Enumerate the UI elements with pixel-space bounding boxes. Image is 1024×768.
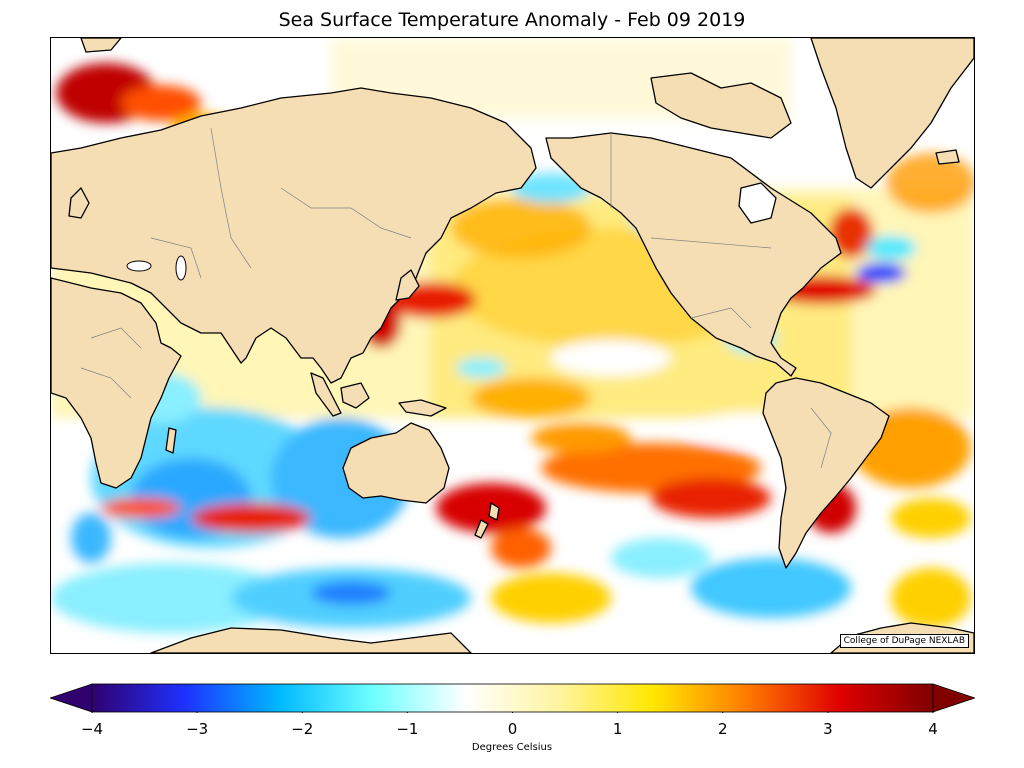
colorbar-tick-label: −3 [186,720,209,738]
black-sea-water [126,260,152,272]
sumatra-land [310,372,342,417]
colorbar [48,683,977,713]
credit-label: College of DuPage NEXLAB [839,634,969,648]
new-guinea-land [398,399,447,417]
colorbar-tick-label: 2 [717,720,728,738]
eurasia-land [51,87,537,384]
new-zealand-south-land [474,519,489,539]
south-america-land [762,377,890,569]
colorbar-tick-label: −2 [291,720,314,738]
antarctica-land [150,627,472,653]
colorbar-tick-label: −1 [396,720,419,738]
new-zealand-land [488,502,500,521]
iceland-land [935,149,960,165]
colorbar-min-extend [48,683,93,713]
colorbar-label: Degrees Celsius [471,742,553,753]
country-borders [80,127,832,469]
svalbard-land [80,38,122,53]
colorbar-tick-label: 1 [612,720,623,738]
colorbar-tick-label: 0 [507,720,518,738]
map-title: Sea Surface Temperature Anomaly - Feb 09… [278,9,746,31]
colorbar-tick-label: −4 [80,720,104,738]
greenland-land [810,38,974,189]
colorbar-max-extend [932,683,977,713]
uk-land [68,187,90,219]
colorbar-gradient [91,683,934,713]
japan-land [395,269,420,301]
canadian-arctic-islands-land [650,72,792,139]
australia-land [342,422,450,504]
sst-anomaly-map: College of DuPage NEXLAB [50,37,975,654]
madagascar-land [165,427,177,454]
caspian-sea-water [175,255,187,281]
colorbar-tick-label: 3 [823,720,833,738]
colorbar-tick-label: 4 [928,720,938,738]
hudson-bay-water [738,182,777,224]
borneo-land [340,382,370,409]
